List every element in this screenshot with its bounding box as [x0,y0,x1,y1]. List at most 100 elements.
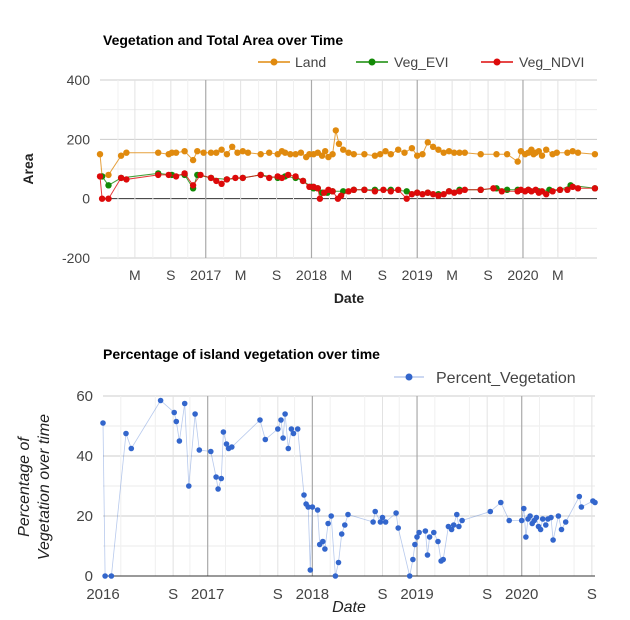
data-point-percent-vegetation[interactable] [412,541,418,548]
data-point-percent-vegetation[interactable] [562,519,569,525]
data-point-percent-vegetation[interactable] [181,400,188,407]
data-point-land[interactable] [96,151,104,158]
data-point-veg-ndvi[interactable] [285,171,292,179]
data-point-veg-ndvi[interactable] [451,189,458,196]
data-point-veg-ndvi[interactable] [419,191,426,198]
data-point-percent-vegetation[interactable] [314,507,321,513]
data-point-veg-ndvi[interactable] [266,174,273,182]
data-point-percent-vegetation[interactable] [370,519,376,525]
data-point-veg-ndvi[interactable] [445,188,453,195]
data-point-veg-ndvi[interactable] [395,186,402,193]
data-point-percent-vegetation[interactable] [393,510,399,516]
data-point-percent-vegetation[interactable] [550,537,556,543]
data-point-land[interactable] [332,127,339,134]
data-point-veg-ndvi[interactable] [345,188,352,195]
data-point-veg-ndvi[interactable] [98,195,106,202]
data-point-veg-evi[interactable] [105,182,112,189]
data-point-land[interactable] [200,149,207,156]
data-point-percent-vegetation[interactable] [592,499,598,506]
data-point-land[interactable] [456,149,463,156]
data-point-percent-vegetation[interactable] [102,573,108,579]
data-point-veg-ndvi[interactable] [429,191,437,198]
data-point-percent-vegetation[interactable] [309,504,316,510]
data-point-land[interactable] [377,151,384,158]
data-point-percent-vegetation[interactable] [322,546,328,552]
data-point-veg-ndvi[interactable] [414,189,421,196]
data-point-veg-ndvi[interactable] [117,174,125,182]
data-point-land[interactable] [105,171,112,179]
data-point-percent-vegetation[interactable] [262,436,269,443]
data-point-veg-ndvi[interactable] [556,186,564,193]
data-point-percent-vegetation[interactable] [325,520,331,527]
data-point-land[interactable] [553,149,560,156]
legend-item-percent-vegetation[interactable]: Percent_Vegetation [394,370,576,387]
data-point-veg-ndvi[interactable] [189,182,197,189]
data-point-land[interactable] [435,146,442,153]
data-point-percent-vegetation[interactable] [215,486,221,492]
data-point-percent-vegetation[interactable] [487,508,494,515]
data-point-percent-vegetation[interactable] [382,519,389,525]
data-point-percent-vegetation[interactable] [435,538,441,545]
data-point-land[interactable] [287,151,294,158]
data-point-land[interactable] [181,148,188,155]
data-point-veg-ndvi[interactable] [207,174,215,182]
data-point-land[interactable] [229,143,236,150]
data-point-percent-vegetation[interactable] [379,514,386,521]
data-point-land[interactable] [503,151,511,158]
data-point-percent-vegetation[interactable] [282,411,288,417]
data-point-percent-vegetation[interactable] [506,517,512,524]
data-point-land[interactable] [322,148,329,155]
data-point-percent-vegetation[interactable] [578,504,585,510]
data-point-land[interactable] [266,149,273,156]
data-point-percent-vegetation[interactable] [280,435,286,441]
data-point-veg-ndvi[interactable] [292,173,299,180]
data-point-land[interactable] [244,149,252,156]
data-point-percent-vegetation[interactable] [414,534,420,540]
data-point-land[interactable] [340,146,347,153]
data-point-percent-vegetation[interactable] [128,445,135,452]
data-point-veg-ndvi[interactable] [105,195,112,202]
data-point-land[interactable] [234,149,241,156]
data-point-percent-vegetation[interactable] [335,559,342,566]
data-point-veg-ndvi[interactable] [371,188,379,195]
data-point-percent-vegetation[interactable] [275,426,281,432]
data-point-veg-ndvi[interactable] [337,192,345,199]
data-point-percent-vegetation[interactable] [448,526,455,533]
data-point-land[interactable] [538,152,546,159]
data-point-percent-vegetation[interactable] [176,438,183,444]
data-point-percent-vegetation[interactable] [301,492,307,498]
data-point-percent-vegetation[interactable] [290,430,297,437]
data-point-land[interactable] [424,139,431,146]
data-point-percent-vegetation[interactable] [548,514,554,521]
data-point-veg-ndvi[interactable] [477,186,484,193]
data-point-percent-vegetation[interactable] [576,493,583,500]
data-point-land[interactable] [207,149,215,156]
data-point-percent-vegetation[interactable] [218,475,225,482]
data-point-land[interactable] [213,149,220,156]
data-point-land[interactable] [569,148,576,155]
data-point-veg-ndvi[interactable] [257,171,264,179]
data-point-land[interactable] [477,151,484,158]
data-point-land[interactable] [318,152,326,159]
data-point-percent-vegetation[interactable] [558,526,565,533]
data-point-land[interactable] [350,151,357,158]
data-point-land[interactable] [514,158,521,165]
data-point-percent-vegetation[interactable] [257,417,263,423]
legend-item-veg-ndvi[interactable]: Veg_NDVI [481,54,584,70]
data-point-veg-ndvi[interactable] [96,173,104,180]
data-point-veg-ndvi[interactable] [440,191,447,198]
data-point-percent-vegetation[interactable] [345,511,351,518]
data-point-veg-ndvi[interactable] [278,174,286,182]
data-point-percent-vegetation[interactable] [332,573,339,579]
data-point-veg-ndvi[interactable] [218,180,225,187]
data-point-percent-vegetation[interactable] [171,409,177,416]
data-point-veg-ndvi[interactable] [461,186,468,193]
data-point-percent-vegetation[interactable] [377,519,384,525]
data-point-land[interactable] [591,151,599,158]
data-point-veg-ndvi[interactable] [314,185,321,192]
data-point-percent-vegetation[interactable] [229,444,235,450]
data-point-land[interactable] [292,151,299,158]
data-point-land[interactable] [239,148,246,155]
data-point-veg-ndvi[interactable] [435,192,442,199]
data-point-land[interactable] [218,146,225,153]
